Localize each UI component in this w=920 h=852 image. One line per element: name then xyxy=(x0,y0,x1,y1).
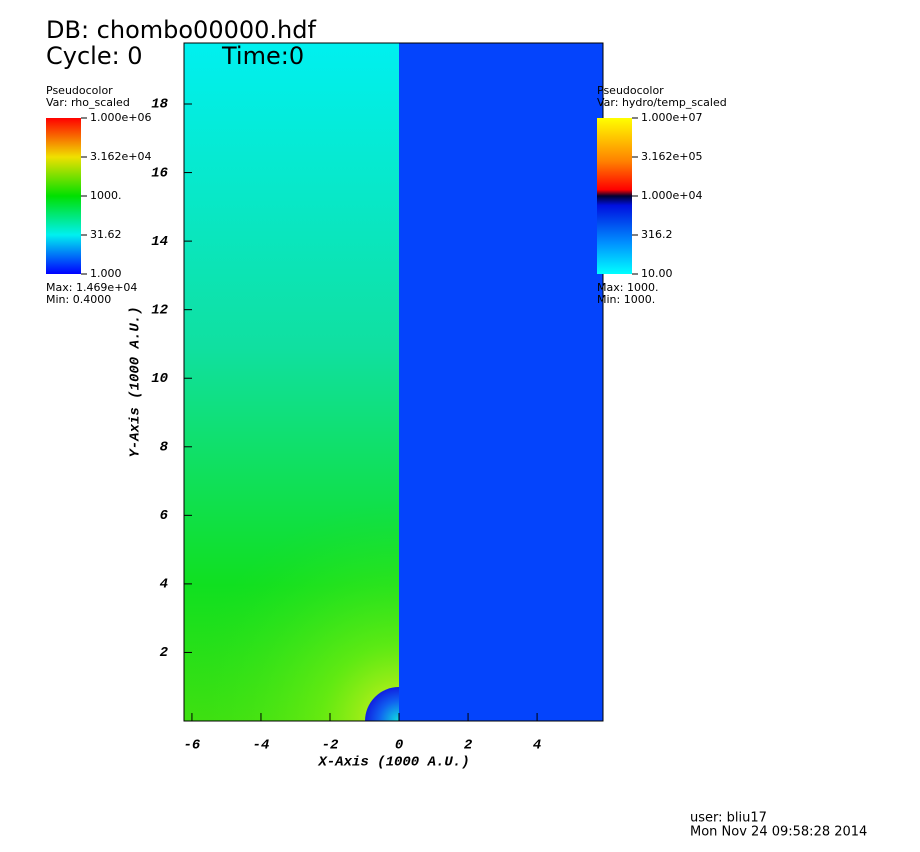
y-tick-label: 14 xyxy=(151,234,168,250)
colorbar-label: 1.000e+06 xyxy=(90,111,151,124)
user-label: user: bliu17 xyxy=(690,811,767,826)
legend-title: Pseudocolor xyxy=(46,84,113,97)
plot-frame xyxy=(183,42,604,722)
colorbar xyxy=(46,118,81,274)
y-tick-label: 8 xyxy=(160,439,169,455)
y-tick-label: 2 xyxy=(160,645,169,661)
db-label: DB: chombo00000.hdf xyxy=(46,16,316,44)
legend-var: Var: hydro/temp_scaled xyxy=(597,96,727,109)
colorbar-label: 3.162e+05 xyxy=(641,150,702,163)
y-tick-label: 18 xyxy=(151,97,168,113)
legend-title: Pseudocolor xyxy=(597,84,664,97)
colorbar-label: 1000. xyxy=(90,189,122,202)
colorbar xyxy=(597,118,632,274)
density-field-core xyxy=(184,43,399,721)
temperature-field xyxy=(399,43,603,721)
colorbar-label: 31.62 xyxy=(90,228,122,241)
x-tick-label: 2 xyxy=(464,738,473,754)
colorbar-label: 3.162e+04 xyxy=(90,150,151,163)
inner-region xyxy=(365,687,399,721)
x-tick-label: 4 xyxy=(533,738,541,754)
time-label: Time:0 xyxy=(221,42,304,70)
x-tick-label: -6 xyxy=(184,738,201,754)
legend-min: Min: 1000. xyxy=(597,293,655,306)
x-tick-label: -2 xyxy=(322,738,339,754)
x-tick-label: 0 xyxy=(395,738,403,754)
colorbar-label: 1.000 xyxy=(90,267,122,280)
colorbar-label: 1.000e+07 xyxy=(641,111,702,124)
cycle-label: Cycle: 0 xyxy=(46,42,143,70)
x-axis-label: X-Axis (1000 A.U.) xyxy=(317,755,469,771)
field xyxy=(183,42,604,722)
x-tick-label: -4 xyxy=(253,738,270,754)
colorbar-label: 1.000e+04 xyxy=(641,189,702,202)
y-tick-label: 16 xyxy=(151,165,168,181)
date-label: Mon Nov 24 09:58:28 2014 xyxy=(690,825,867,840)
legend-min: Min: 0.4000 xyxy=(46,293,111,306)
legend-max: Max: 1.469e+04 xyxy=(46,281,137,294)
legend-var: Var: rho_scaled xyxy=(46,96,130,109)
y-tick-label: 10 xyxy=(151,371,168,387)
y-tick-label: 12 xyxy=(151,302,168,318)
colorbar-label: 316.2 xyxy=(641,228,673,241)
colorbar-label: 10.00 xyxy=(641,267,673,280)
legend-max: Max: 1000. xyxy=(597,281,658,294)
y-tick-label: 6 xyxy=(160,508,169,524)
y-axis-label: Y-Axis (1000 A.U.) xyxy=(128,306,144,457)
y-tick-label: 4 xyxy=(160,577,168,593)
